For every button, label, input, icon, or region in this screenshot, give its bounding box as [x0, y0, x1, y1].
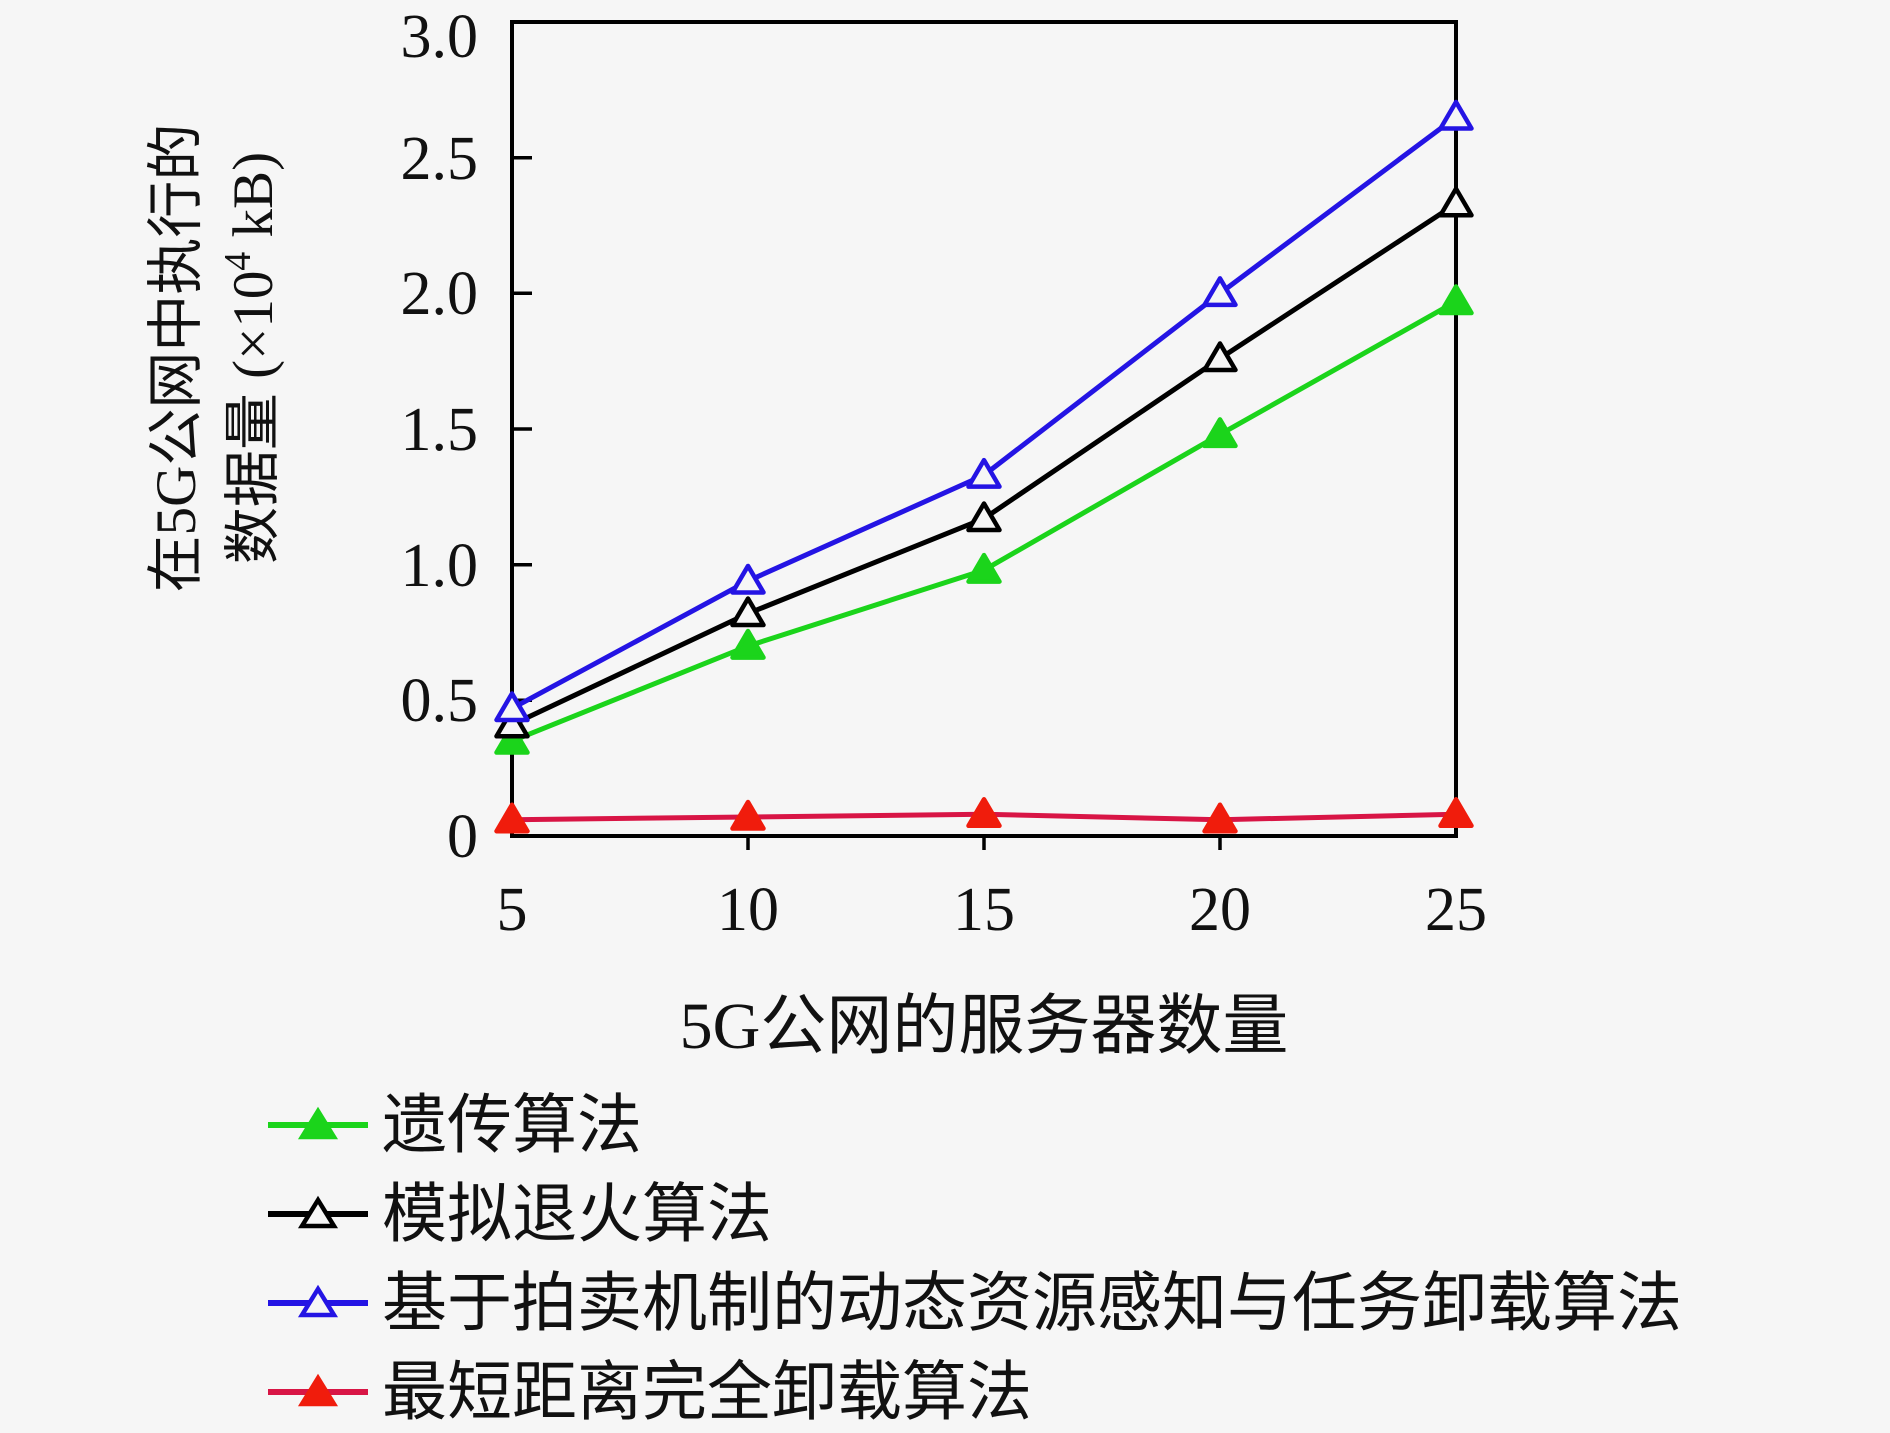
xtick-25: 25	[1425, 876, 1487, 944]
legend-label: 遗传算法	[382, 1090, 642, 1162]
series-3-marker-0	[494, 802, 530, 834]
legend-triangle-icon	[297, 1106, 339, 1140]
series-2-marker-0	[494, 691, 530, 723]
x-axis-tick-labels: 5 10 15 20 25	[497, 876, 1488, 944]
ytick-1.5: 1.5	[401, 396, 479, 464]
x-axis-title: 5G公网的服务器数量	[680, 990, 1289, 1063]
series-2-marker-1	[730, 563, 766, 595]
xtick-20: 20	[1189, 876, 1251, 944]
series-1-marker-1	[730, 596, 766, 628]
xtick-15: 15	[953, 876, 1015, 944]
series-0-marker-0	[494, 723, 530, 755]
ytick-0.5: 0.5	[401, 667, 479, 735]
series-1-marker-3	[1202, 341, 1238, 373]
y-axis-title: 在5G公网中执行的 数据量 (×104 kB)	[145, 124, 285, 593]
series-2-marker-2	[966, 457, 1002, 489]
legend-item-auction-offloading: 基于拍卖机制的动态资源感知与任务卸载算法	[268, 1268, 1682, 1340]
xtick-10: 10	[717, 876, 779, 944]
series-0-marker-1	[730, 628, 766, 660]
legend-label: 模拟退火算法	[382, 1179, 772, 1251]
legend-item-genetic: 遗传算法	[268, 1090, 642, 1162]
legend-triangle-icon	[297, 1373, 339, 1407]
series-1-marker-0	[494, 707, 530, 739]
ytick-3.0: 3.0	[401, 3, 479, 71]
series-0-marker-2	[966, 552, 1002, 584]
legend: 遗传算法 模拟退火算法 基于拍卖机制的动态资源感知与任务卸载算法 最短距离完全卸…	[268, 1090, 1682, 1429]
y-axis-tick-labels: 0 0.5 1.0 1.5 2.0 2.5 3.0	[401, 3, 479, 871]
series-0-marker-4	[1438, 284, 1474, 316]
y-axis-title-line2: 数据量 (×104 kB)	[217, 152, 285, 564]
series-1-marker-2	[966, 501, 1002, 533]
series-2-marker-4	[1438, 99, 1474, 131]
series-1-marker-4	[1438, 186, 1474, 218]
series-layer	[494, 99, 1474, 834]
series-3-marker-2	[966, 797, 1002, 829]
ytick-2.0: 2.0	[401, 260, 479, 328]
ytick-0: 0	[447, 803, 478, 871]
series-3-marker-3	[1202, 802, 1238, 834]
ytick-1.0: 1.0	[401, 532, 479, 600]
xtick-5: 5	[497, 876, 528, 944]
series-3-marker-4	[1438, 797, 1474, 829]
series-3-marker-1	[730, 799, 766, 831]
legend-triangle-icon	[297, 1195, 339, 1229]
x-axis-ticks	[746, 836, 1222, 850]
legend-label: 最短距离完全卸载算法	[382, 1357, 1032, 1429]
y-axis-title-line1: 在5G公网中执行的	[145, 124, 208, 593]
legend-item-shortest-distance: 最短距离完全卸载算法	[268, 1357, 1032, 1429]
ytick-2.5: 2.5	[401, 125, 479, 193]
series-0-marker-3	[1202, 417, 1238, 449]
legend-triangle-icon	[297, 1284, 339, 1318]
legend-item-simulated-annealing: 模拟退火算法	[268, 1179, 772, 1251]
legend-label: 基于拍卖机制的动态资源感知与任务卸载算法	[382, 1268, 1682, 1340]
series-2-marker-3	[1202, 276, 1238, 308]
